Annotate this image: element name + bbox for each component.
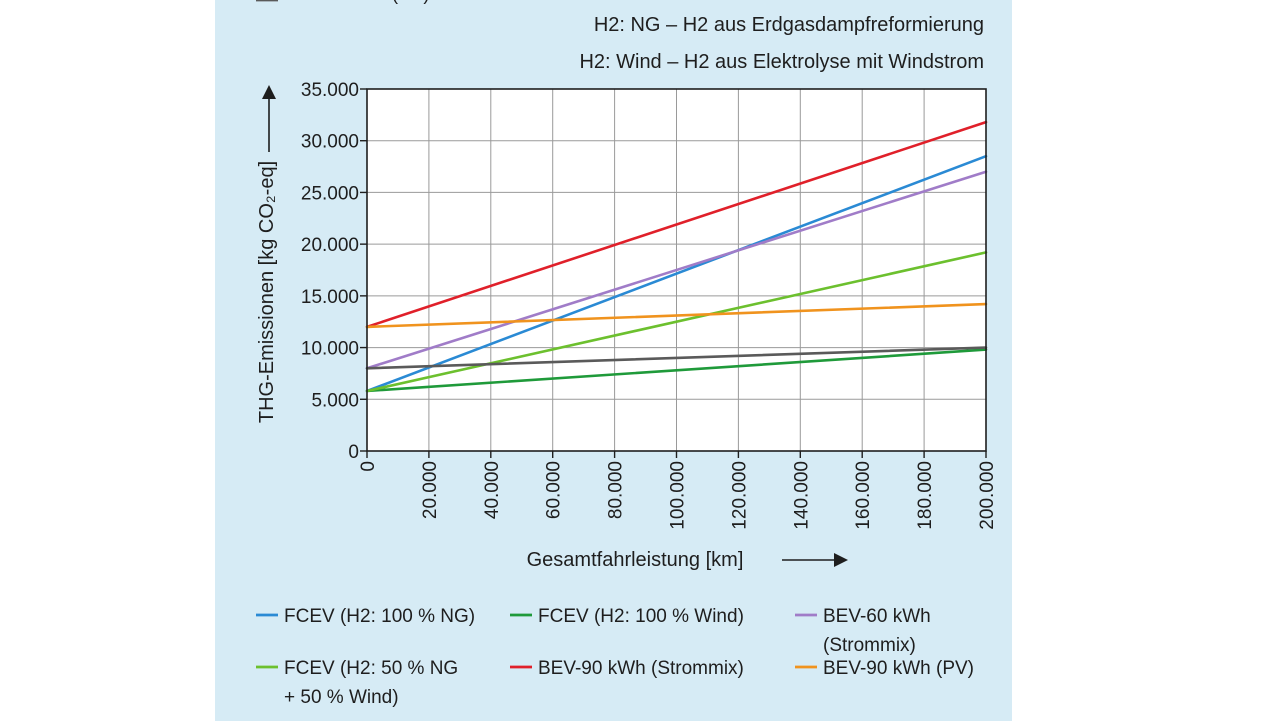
y-tick-label: 0: [348, 442, 359, 463]
series-line-2: [365, 170, 988, 370]
y-tick-label: 15.000: [301, 287, 359, 308]
x-tick-label: 180.000: [915, 461, 936, 530]
x-tick-label: 60.000: [544, 461, 565, 519]
y-axis-title-group: THG-Emissionen [kg CO₂-eq]: [256, 85, 278, 423]
y-tick-label: 5.000: [311, 390, 359, 411]
series-line-6: [365, 346, 988, 370]
y-tick-label: 20.000: [301, 235, 359, 256]
x-tick-label: 0: [358, 461, 379, 472]
x-axis-ticks: 0 20.000 40.000 60.000 80.000 100.000 120.000 1…: [358, 451, 998, 530]
series-line-3: [365, 251, 988, 393]
legend-label: BEV-90 kWh (Strommix): [538, 658, 744, 679]
x-tick-label: 100.000: [668, 461, 689, 530]
x-axis-title: Gesamtfahrleistung [km]: [527, 549, 744, 571]
series-line-1: [365, 348, 988, 393]
x-tick-label: 200.000: [977, 461, 998, 530]
legend-label: FCEV (H2: 50 % NG: [284, 658, 458, 679]
legend-label: + 50 % Wind): [284, 687, 399, 708]
y-axis-arrow-head: [262, 85, 276, 99]
legend-item-1: FCEV (H2: 100 % Wind): [510, 606, 744, 627]
legend-item-4: BEV-90 kWh (Strommix): [510, 658, 744, 679]
x-tick-label: 40.000: [482, 461, 503, 519]
x-tick-label: 120.000: [729, 461, 750, 530]
chart-title: H2: NG – H2 aus Erdgasdampfreformierung …: [579, 14, 984, 73]
x-axis-arrow-head: [834, 553, 848, 567]
legend-item-0: FCEV (H2: 100 % NG): [256, 606, 475, 627]
legend: FCEV (H2: 100 % NG) FCEV (H2: 100 % Wind)…: [256, 0, 974, 708]
title-line-2: H2: Wind – H2 aus Elektrolyse mit Windst…: [579, 51, 984, 73]
x-tick-label: 160.000: [853, 461, 874, 530]
y-tick-label: 30.000: [301, 132, 359, 153]
y-axis-title: THG-Emissionen [kg CO₂-eq]: [256, 161, 278, 423]
series-line-0: [365, 154, 988, 393]
legend-label: FCEV (H2: 100 % NG): [284, 606, 475, 627]
legend-item-5: BEV-90 kWh (PV): [795, 658, 974, 679]
legend-label: BEV-60 kWh: [823, 606, 931, 627]
y-tick-label: 35.000: [301, 80, 359, 101]
x-tick-label: 140.000: [791, 461, 812, 530]
grid: [367, 89, 986, 451]
series-lines: [365, 120, 988, 393]
legend-item-2: BEV-60 kWh (Strommix): [795, 606, 931, 656]
y-tick-label: 25.000: [301, 183, 359, 204]
x-tick-label: 80.000: [606, 461, 627, 519]
x-axis-title-group: Gesamtfahrleistung [km]: [527, 549, 848, 571]
y-axis-ticks: 0 5.000 10.000 15.000 20.000 25.000 30.000 35.0…: [301, 80, 367, 463]
y-tick-label: 10.000: [301, 339, 359, 360]
title-line-1: H2: NG – H2 aus Erdgasdampfreformierung: [594, 14, 984, 36]
legend-label: BEV-90 kWh (PV): [823, 658, 974, 679]
series-line-4: [365, 120, 988, 329]
legend-label: FCEV (H2: 100 % Wind): [538, 606, 744, 627]
legend-item-3: FCEV (H2: 50 % NG + 50 % Wind): [256, 658, 458, 708]
series-line-5: [365, 302, 988, 329]
x-tick-label: 20.000: [420, 461, 441, 519]
legend-label: (Strommix): [823, 635, 916, 656]
